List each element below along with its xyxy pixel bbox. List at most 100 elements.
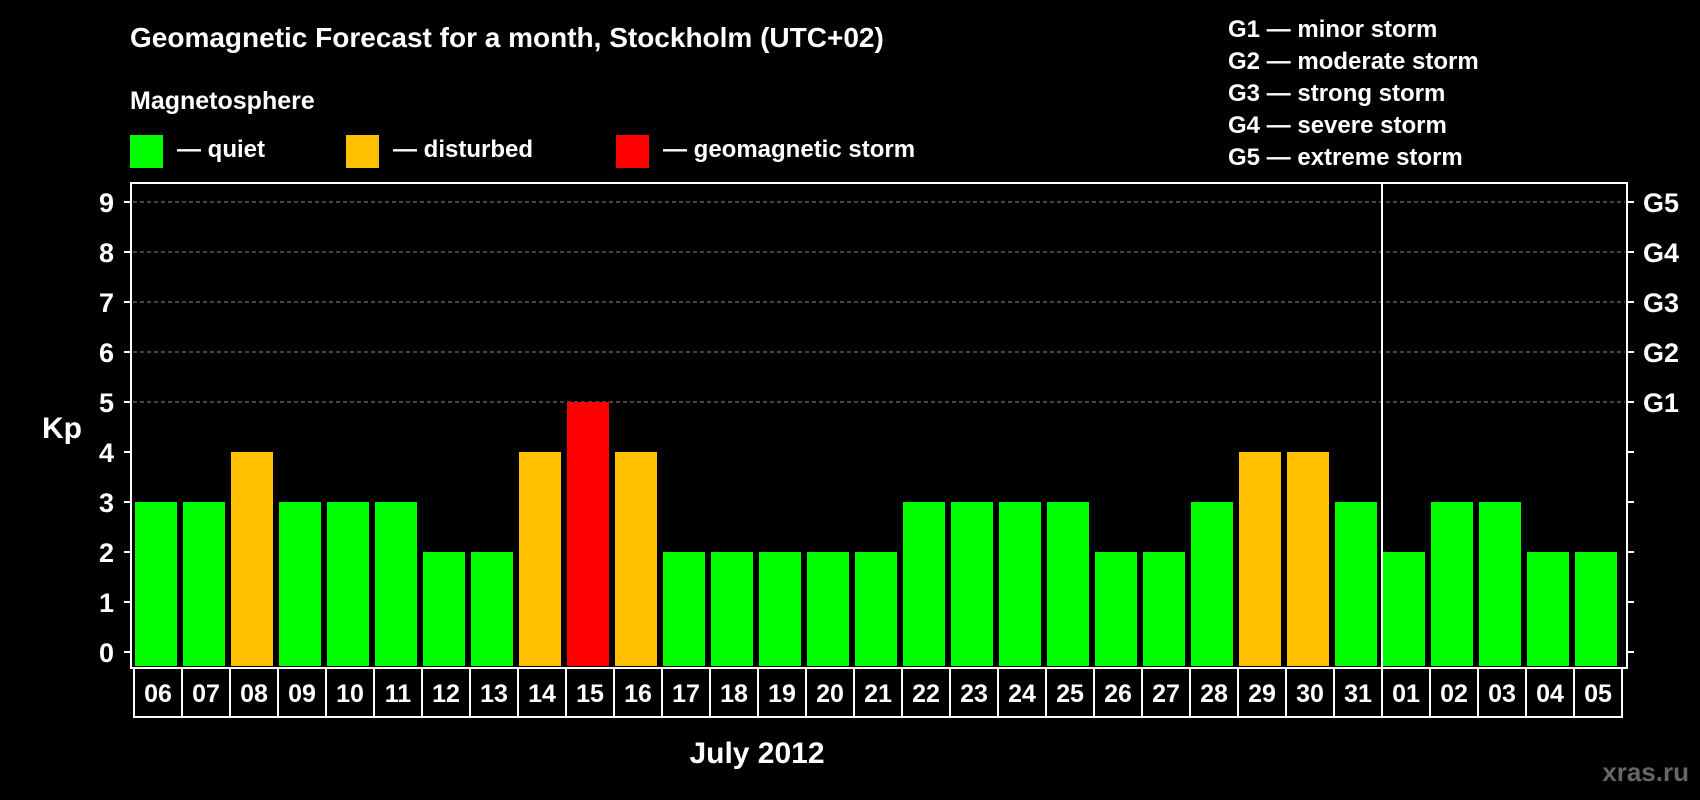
date-cell-19 (757, 667, 807, 718)
x-axis-label: July 2012 (689, 737, 824, 770)
bar-13 (471, 552, 513, 666)
date-label-07: 07 (192, 680, 220, 708)
date-cell-21 (853, 667, 903, 718)
bar-19 (759, 552, 801, 666)
date-cell-29 (1237, 667, 1287, 718)
watermark: xras.ru (1602, 757, 1689, 787)
legend-label-storm: — geomagnetic storm (663, 136, 915, 163)
date-cell-25 (1045, 667, 1095, 718)
storm-level-label-G2: G2 (1643, 338, 1679, 368)
ytick-label-4: 4 (99, 438, 114, 468)
bar-15 (567, 402, 609, 666)
ytick-label-5: 5 (99, 388, 114, 418)
date-cell-10 (325, 667, 375, 718)
date-label-04: 04 (1536, 680, 1564, 708)
legend-title: Magnetosphere (130, 87, 315, 115)
bar-25 (1047, 502, 1089, 666)
date-label-29: 29 (1248, 680, 1276, 708)
bar-04 (1527, 552, 1569, 666)
date-label-06: 06 (144, 680, 172, 708)
storm-level-ticks: G1 G2 G3 G4 G5 (1627, 188, 1679, 653)
bar-09 (279, 502, 321, 666)
date-cell-11 (373, 667, 423, 718)
storm-scale-g2: G2 — moderate storm (1228, 48, 1479, 75)
y-ticks: 0 1 2 3 4 5 6 7 8 9 (99, 188, 131, 668)
storm-level-label-G4: G4 (1643, 238, 1679, 268)
date-label-25: 25 (1056, 680, 1084, 708)
date-cell-22 (901, 667, 951, 718)
date-label-03: 03 (1488, 680, 1516, 708)
ytick-label-8: 8 (99, 238, 114, 268)
chart-title: Geomagnetic Forecast for a month, Stockh… (130, 22, 884, 53)
storm-scale-g1: G1 — minor storm (1228, 16, 1437, 43)
date-cell-04 (1525, 667, 1575, 718)
bar-14 (519, 452, 561, 666)
bar-22 (903, 502, 945, 666)
date-label-12: 12 (432, 680, 460, 708)
bar-07 (183, 502, 225, 666)
bar-08 (231, 452, 273, 666)
date-cell-18 (709, 667, 759, 718)
date-cell-28 (1189, 667, 1239, 718)
bar-05 (1575, 552, 1617, 666)
date-cell-06 (133, 667, 183, 718)
bar-21 (855, 552, 897, 666)
date-label-13: 13 (480, 680, 508, 708)
date-label-26: 26 (1104, 680, 1132, 708)
ytick-label-7: 7 (99, 288, 114, 318)
date-cell-24 (997, 667, 1047, 718)
date-label-22: 22 (912, 680, 940, 708)
bar-17 (663, 552, 705, 666)
bar-27 (1143, 552, 1185, 666)
bar-03 (1479, 502, 1521, 666)
date-label-05: 05 (1584, 680, 1612, 708)
date-label-14: 14 (528, 680, 556, 708)
bar-31 (1335, 502, 1377, 666)
bar-29 (1239, 452, 1281, 666)
date-label-28: 28 (1200, 680, 1228, 708)
bar-12 (423, 552, 465, 666)
bar-10 (327, 502, 369, 666)
date-label-01: 01 (1392, 680, 1420, 708)
bar-02 (1431, 502, 1473, 666)
ytick-label-0: 0 (99, 638, 114, 668)
ytick-label-1: 1 (99, 588, 114, 618)
date-cell-13 (469, 667, 519, 718)
date-label-23: 23 (960, 680, 988, 708)
bar-01 (1383, 552, 1425, 666)
bar-18 (711, 552, 753, 666)
bar-06 (135, 502, 177, 666)
gridlines (133, 201, 1625, 403)
ytick-label-9: 9 (99, 188, 114, 218)
date-cells: 06 07 08 09 10 11 12 13 14 15 16 17 18 19 20 21 22 23 24 25… (133, 667, 1623, 718)
bar-23 (951, 502, 993, 666)
date-label-16: 16 (624, 680, 652, 708)
date-label-15: 15 (576, 680, 604, 708)
storm-level-label-G3: G3 (1643, 288, 1679, 318)
storm-level-label-G5: G5 (1643, 188, 1679, 218)
date-label-31: 31 (1344, 680, 1372, 708)
storm-scale-g5: G5 — extreme storm (1228, 144, 1463, 171)
bar-30 (1287, 452, 1329, 666)
date-label-27: 27 (1152, 680, 1180, 708)
date-label-24: 24 (1008, 680, 1036, 708)
bar-24 (999, 502, 1041, 666)
legend-swatch-disturbed (346, 135, 379, 168)
ytick-label-2: 2 (99, 538, 114, 568)
date-label-20: 20 (816, 680, 844, 708)
storm-scale-g3: G3 — strong storm (1228, 80, 1445, 107)
date-cell-05 (1573, 667, 1623, 718)
bars (135, 402, 1617, 666)
date-label-18: 18 (720, 680, 748, 708)
bar-16 (615, 452, 657, 666)
legend-label-quiet: — quiet (177, 136, 265, 163)
date-label-11: 11 (385, 680, 412, 708)
date-label-21: 21 (864, 680, 892, 708)
bar-26 (1095, 552, 1137, 666)
date-cell-30 (1285, 667, 1335, 718)
date-label-09: 09 (288, 680, 316, 708)
legend-label-disturbed: — disturbed (393, 136, 533, 163)
ytick-label-3: 3 (99, 488, 114, 518)
date-label-30: 30 (1296, 680, 1324, 708)
